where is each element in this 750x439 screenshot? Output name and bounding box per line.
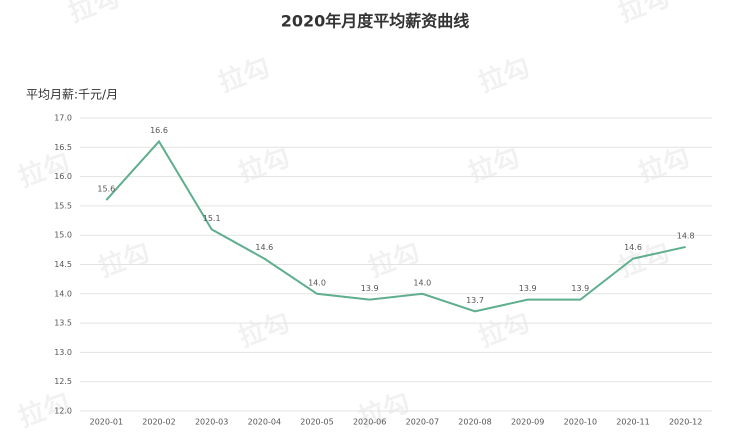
y-tick-label: 16.0 [54, 172, 72, 181]
y-tick-label: 13.5 [54, 319, 72, 328]
data-label: 13.9 [519, 284, 537, 293]
x-tick-label: 2020-02 [142, 418, 175, 427]
y-tick-label: 12.0 [54, 407, 72, 416]
data-label: 13.9 [571, 284, 589, 293]
watermark: 拉勾 [234, 142, 293, 189]
x-tick-label: 2020-09 [511, 418, 544, 427]
y-tick-label: 15.5 [54, 201, 72, 210]
watermark: 拉勾 [474, 52, 533, 99]
x-tick-label: 2020-08 [458, 418, 491, 427]
data-label: 16.6 [150, 126, 168, 135]
data-label: 13.7 [466, 296, 484, 305]
y-tick-label: 16.5 [54, 143, 72, 152]
watermark: 拉勾 [614, 0, 673, 29]
watermark: 拉勾 [214, 52, 273, 99]
x-tick-label: 2020-12 [669, 418, 702, 427]
data-label: 15.6 [97, 185, 115, 194]
y-axis-label: 平均月薪:千元/月 [26, 88, 118, 102]
watermark: 拉勾 [364, 237, 423, 284]
watermark: 拉勾 [64, 0, 123, 29]
watermark: 拉勾 [464, 142, 523, 189]
x-tick-label: 2020-03 [195, 418, 228, 427]
x-tick-label: 2020-06 [353, 418, 386, 427]
watermark: 拉勾 [234, 307, 293, 354]
data-label: 14.6 [255, 243, 273, 252]
data-label: 13.9 [361, 284, 379, 293]
x-tick-label: 2020-11 [616, 418, 649, 427]
x-tick-label: 2020-04 [248, 418, 281, 427]
watermark: 拉勾 [94, 237, 153, 284]
y-tick-label: 17.0 [54, 114, 72, 123]
watermark: 拉勾 [14, 147, 73, 194]
data-label: 14.0 [308, 278, 326, 287]
x-tick-label: 2020-07 [406, 418, 439, 427]
data-label: 14.8 [677, 231, 695, 240]
data-label: 14.0 [413, 278, 431, 287]
x-tick-label: 2020-10 [564, 418, 597, 427]
chart-title: 2020年月度平均薪资曲线 [281, 12, 470, 31]
watermark: 拉勾 [354, 387, 413, 434]
watermark: 拉勾 [634, 142, 693, 189]
y-tick-label: 15.0 [54, 231, 72, 240]
line [105, 139, 686, 313]
x-tick-label: 2020-05 [300, 418, 333, 427]
y-tick-label: 12.5 [54, 377, 72, 386]
x-tick-label: 2020-01 [90, 418, 123, 427]
watermark: 拉勾 [474, 307, 533, 354]
y-tick-label: 14.5 [54, 260, 72, 269]
y-tick-label: 13.0 [54, 348, 72, 357]
y-tick-label: 14.0 [54, 289, 72, 298]
data-label: 15.1 [203, 214, 221, 223]
data-label: 14.6 [624, 243, 642, 252]
